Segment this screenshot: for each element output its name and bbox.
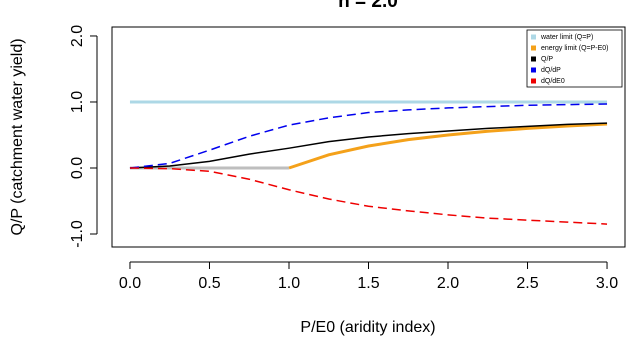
legend: water limit (Q=P) energy limit (Q=P-E0) Q/…	[526, 29, 623, 88]
x-tick-label: 1.5	[357, 275, 379, 292]
legend-label: energy limit (Q=P-E0)	[541, 45, 609, 52]
legend-label: dQ/dE0	[541, 78, 565, 85]
legend-box	[526, 29, 623, 88]
legend-swatch	[531, 45, 536, 51]
x-tick-label: 2.0	[437, 275, 459, 292]
plot-box	[111, 26, 626, 248]
series-line	[288, 122, 608, 170]
y-axis-label: Q/P (catchment water yield)	[9, 38, 26, 235]
x-axis-label: P/E0 (aridity index)	[300, 319, 435, 336]
y-tick-label: 1.0	[69, 91, 86, 113]
y-tick-label: -1.0	[69, 220, 86, 248]
x-tick-label: 0.0	[119, 275, 141, 292]
legend-swatch	[531, 78, 536, 84]
x-tick-label: 0.5	[198, 275, 220, 292]
legend-label: Q/P	[541, 56, 553, 63]
legend-swatch	[531, 67, 536, 73]
y-tick-label: 2.0	[69, 25, 86, 47]
legend-label: water limit (Q=P)	[540, 34, 593, 41]
series-line	[129, 167, 608, 225]
chart-title: n = 2.0	[338, 0, 398, 12]
legend-swatch	[531, 34, 536, 40]
series-line	[129, 122, 608, 169]
series-line	[129, 103, 608, 169]
legend-swatch	[531, 56, 536, 62]
x-tick-label: 3.0	[596, 275, 618, 292]
y-tick-label: 0.0	[69, 157, 86, 179]
x-tick-label: 1.0	[278, 275, 300, 292]
legend-label: dQ/dP	[541, 67, 561, 74]
x-tick-label: 2.5	[516, 275, 538, 292]
